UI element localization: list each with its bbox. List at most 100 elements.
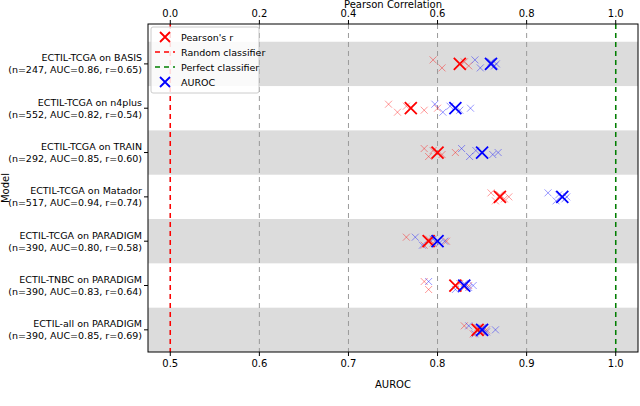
fold-marker xyxy=(467,105,474,112)
fold-marker xyxy=(431,101,438,108)
tick xyxy=(170,352,171,356)
category-label-line: (n=552, AUC=0.82, r=0.54) xyxy=(8,109,142,120)
fold-marker xyxy=(505,193,512,200)
mean-marker xyxy=(556,191,568,203)
axis-title: Pearson Correlation xyxy=(344,0,442,10)
category-label-line: ECTIL-TCGA on Matador xyxy=(30,185,142,196)
category-label-line: (n=390, AUC=0.85, r=0.69) xyxy=(8,330,142,341)
tick-label: 0.8 xyxy=(519,8,535,19)
chart: 0.50.60.70.80.91.00.00.20.40.60.81.0AURO… xyxy=(0,0,640,406)
mean-marker xyxy=(432,147,444,159)
tick xyxy=(348,20,349,24)
legend-label: AUROC xyxy=(181,77,216,88)
legend-label: Random classifier xyxy=(181,47,265,58)
category-label-line: ECTIL-TCGA on PARADIGM xyxy=(19,230,142,241)
legend-marker xyxy=(160,77,170,87)
fold-marker xyxy=(465,62,472,69)
legend-label: Perfect classifier xyxy=(181,62,259,73)
fold-marker xyxy=(439,109,446,116)
row-band xyxy=(148,219,638,263)
tick xyxy=(144,63,148,64)
tick-label: 1.0 xyxy=(608,8,624,19)
legend-label: Pearson's r xyxy=(181,32,233,43)
grid-line xyxy=(615,24,616,352)
tick xyxy=(170,20,171,24)
category-label-line: (n=390, AUC=0.80, r=0.58) xyxy=(8,242,142,253)
fold-marker xyxy=(452,149,459,156)
tick-label: 0.8 xyxy=(430,358,446,369)
tick xyxy=(144,196,148,197)
mean-marker xyxy=(454,58,466,70)
tick xyxy=(144,285,148,286)
tick-label: 0.9 xyxy=(519,358,535,369)
tick xyxy=(144,108,148,109)
tick xyxy=(615,20,616,24)
category-label-line: ECTIL-TNBC on PARADIGM xyxy=(19,274,142,285)
tick xyxy=(144,152,148,153)
grid-line xyxy=(526,24,527,352)
reference-line xyxy=(615,24,617,352)
fold-marker xyxy=(470,282,477,289)
legend: Pearson's r Random classifier Perfect clas… xyxy=(151,27,265,93)
fold-marker xyxy=(421,107,428,114)
category-label-line: (n=390, AUC=0.83, r=0.64) xyxy=(8,286,142,297)
legend-box xyxy=(151,27,259,93)
row-band xyxy=(148,130,638,174)
category-label-line: (n=247, AUC=0.86, r=0.65) xyxy=(8,64,142,75)
category-label: ECTIL-all on PARADIGM(n=390, AUC=0.85, r… xyxy=(8,318,142,341)
fold-marker xyxy=(425,153,432,160)
grid-line xyxy=(437,24,438,352)
axis-title: AUROC xyxy=(375,379,411,390)
mean-marker xyxy=(449,102,461,114)
category-label-line: ECTIL-all on PARADIGM xyxy=(33,318,142,329)
fold-marker xyxy=(471,56,478,63)
tick-label: 0.7 xyxy=(341,358,357,369)
mean-marker xyxy=(405,102,417,114)
tick-label: 0.6 xyxy=(251,358,267,369)
category-label-line: ECTIL-TCGA on TRAIN xyxy=(41,141,142,152)
fold-marker xyxy=(488,189,495,196)
mean-marker xyxy=(476,147,488,159)
fold-marker xyxy=(465,322,472,329)
fold-marker xyxy=(441,238,448,245)
mean-marker xyxy=(476,324,488,336)
fold-marker xyxy=(439,64,446,71)
category-label-line: (n=292, AUC=0.85, r=0.60) xyxy=(8,153,142,164)
mean-marker xyxy=(485,58,497,70)
tick-label: 0.5 xyxy=(162,358,178,369)
category-label-line: ECTIL-TCGA on n4plus xyxy=(38,97,142,108)
tick xyxy=(144,329,148,330)
fold-marker xyxy=(477,64,484,71)
tick xyxy=(144,241,148,242)
fold-marker xyxy=(403,234,410,241)
category-label: ECTIL-TCGA on TRAIN(n=292, AUC=0.85, r=0… xyxy=(8,141,142,164)
mean-marker xyxy=(458,280,470,292)
tick-label: 0.2 xyxy=(251,8,267,19)
legend-line xyxy=(155,51,175,53)
category-label-line: (n=517, AUC=0.94, r=0.74) xyxy=(8,197,142,208)
category-label: ECTIL-TCGA on PARADIGM(n=390, AUC=0.80, … xyxy=(8,230,142,253)
category-label: ECTIL-TCGA on n4plus(n=552, AUC=0.82, r=… xyxy=(8,97,142,120)
category-label: ECTIL-TNBC on PARADIGM(n=390, AUC=0.83, … xyxy=(8,274,142,297)
tick-label: 0.0 xyxy=(162,8,178,19)
tick xyxy=(437,20,438,24)
tick xyxy=(437,352,438,356)
fold-marker xyxy=(492,326,499,333)
tick xyxy=(259,352,260,356)
plot-frame xyxy=(148,24,638,352)
fold-marker xyxy=(425,286,432,293)
fold-marker xyxy=(412,234,419,241)
fold-marker xyxy=(430,56,437,63)
fold-marker xyxy=(466,153,473,160)
grid-line xyxy=(348,24,349,352)
fold-marker xyxy=(434,105,441,112)
fold-marker xyxy=(385,101,392,108)
tick xyxy=(526,352,527,356)
category-label: ECTIL-TCGA on BASIS(n=247, AUC=0.86, r=0… xyxy=(8,52,142,75)
fold-marker xyxy=(394,109,401,116)
fold-marker xyxy=(545,189,552,196)
category-label-line: ECTIL-TCGA on BASIS xyxy=(42,52,142,63)
tick-label: 1.0 xyxy=(608,358,624,369)
fold-marker xyxy=(421,145,428,152)
mean-marker xyxy=(432,235,444,247)
